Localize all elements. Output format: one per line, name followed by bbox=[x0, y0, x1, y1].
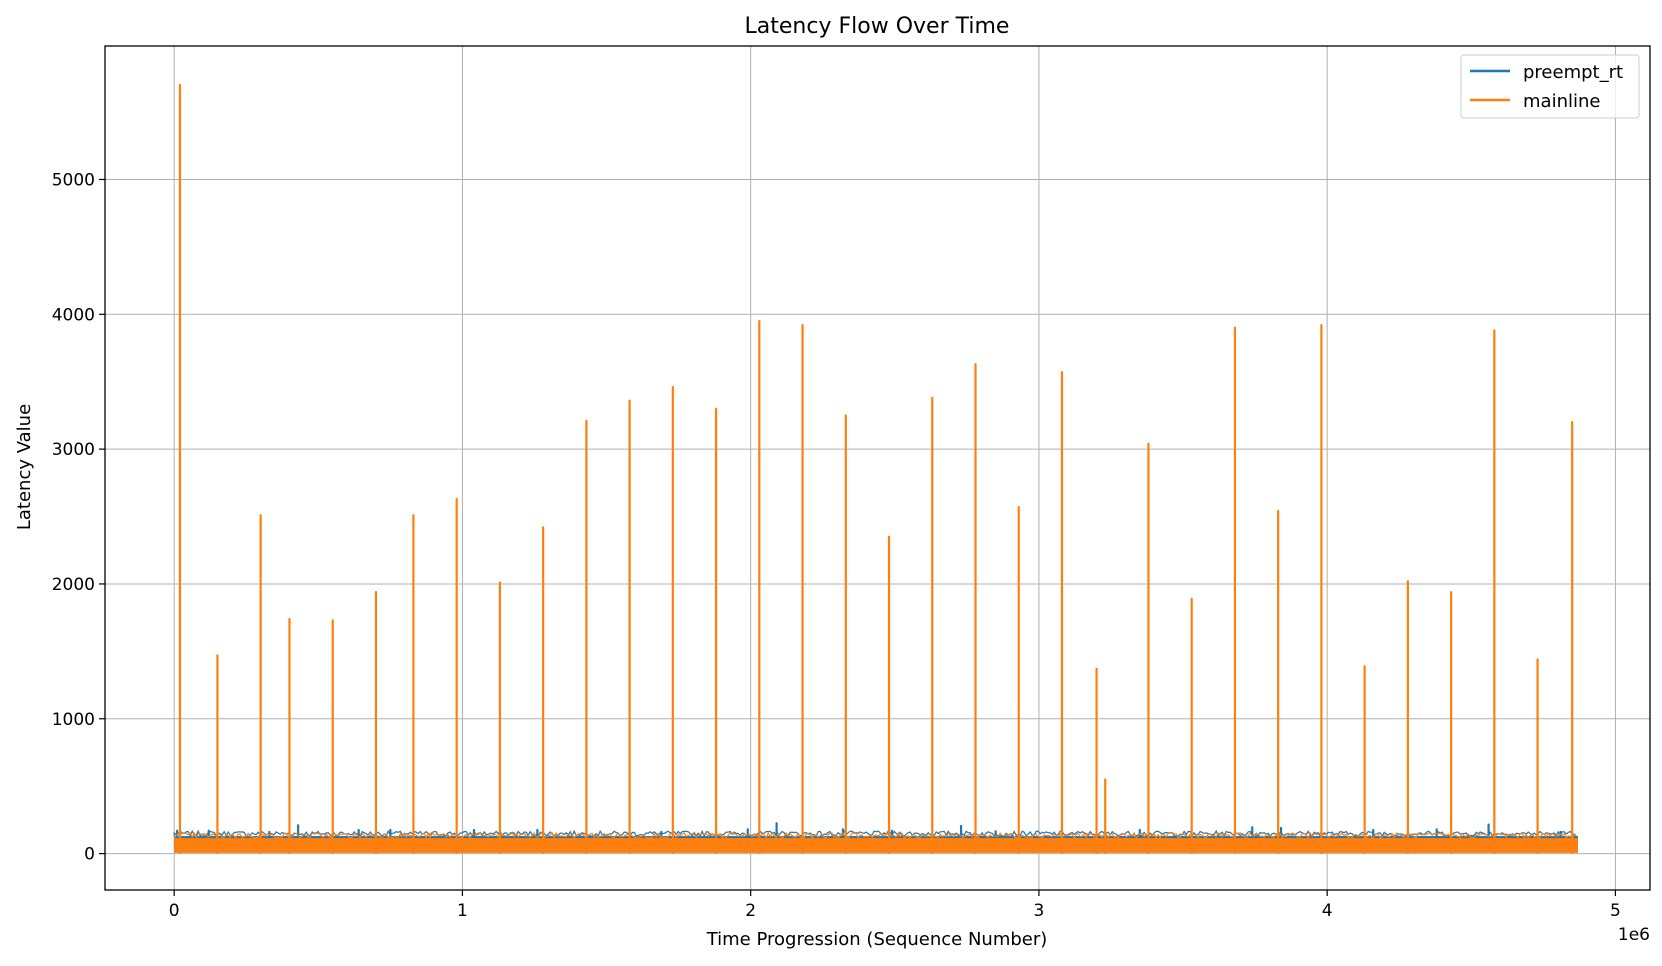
legend: preempt_rt mainline bbox=[1460, 54, 1640, 119]
chart-title: Latency Flow Over Time bbox=[745, 14, 1010, 39]
x-tick-label: 3 bbox=[1034, 901, 1045, 921]
x-tick-label: 1 bbox=[457, 901, 468, 921]
series-noise-edge bbox=[173, 831, 1577, 840]
legend-label-mainline: mainline bbox=[1523, 91, 1600, 112]
x-tick-label: 2 bbox=[745, 901, 756, 921]
ticks-layer: 0 1 2 3 4 5 0 1000 2000 3000 4000 5000 bbox=[52, 170, 1621, 921]
series-mainline bbox=[173, 83, 1578, 855]
x-tick-label: 5 bbox=[1610, 901, 1621, 921]
x-tick-label: 0 bbox=[169, 901, 180, 921]
grid-layer bbox=[105, 46, 1650, 890]
y-tick-label: 1000 bbox=[52, 710, 95, 730]
y-axis-label: Latency Value bbox=[14, 404, 35, 530]
plot-frame bbox=[104, 45, 1651, 891]
y-tick-label: 4000 bbox=[52, 305, 95, 325]
x-axis-label: Time Progression (Sequence Number) bbox=[706, 929, 1048, 950]
y-tick-label: 3000 bbox=[52, 440, 95, 460]
x-axis-offset-label: 1e6 bbox=[1618, 925, 1650, 945]
y-tick-label: 0 bbox=[84, 845, 95, 865]
legend-label-preempt-rt: preempt_rt bbox=[1523, 62, 1623, 83]
series-noise-edge bbox=[173, 829, 1577, 838]
y-tick-label: 2000 bbox=[52, 575, 95, 595]
x-tick-label: 4 bbox=[1322, 901, 1333, 921]
series-layer bbox=[173, 83, 1578, 855]
y-tick-label: 5000 bbox=[52, 170, 95, 190]
series-noise-band bbox=[174, 838, 1578, 853]
